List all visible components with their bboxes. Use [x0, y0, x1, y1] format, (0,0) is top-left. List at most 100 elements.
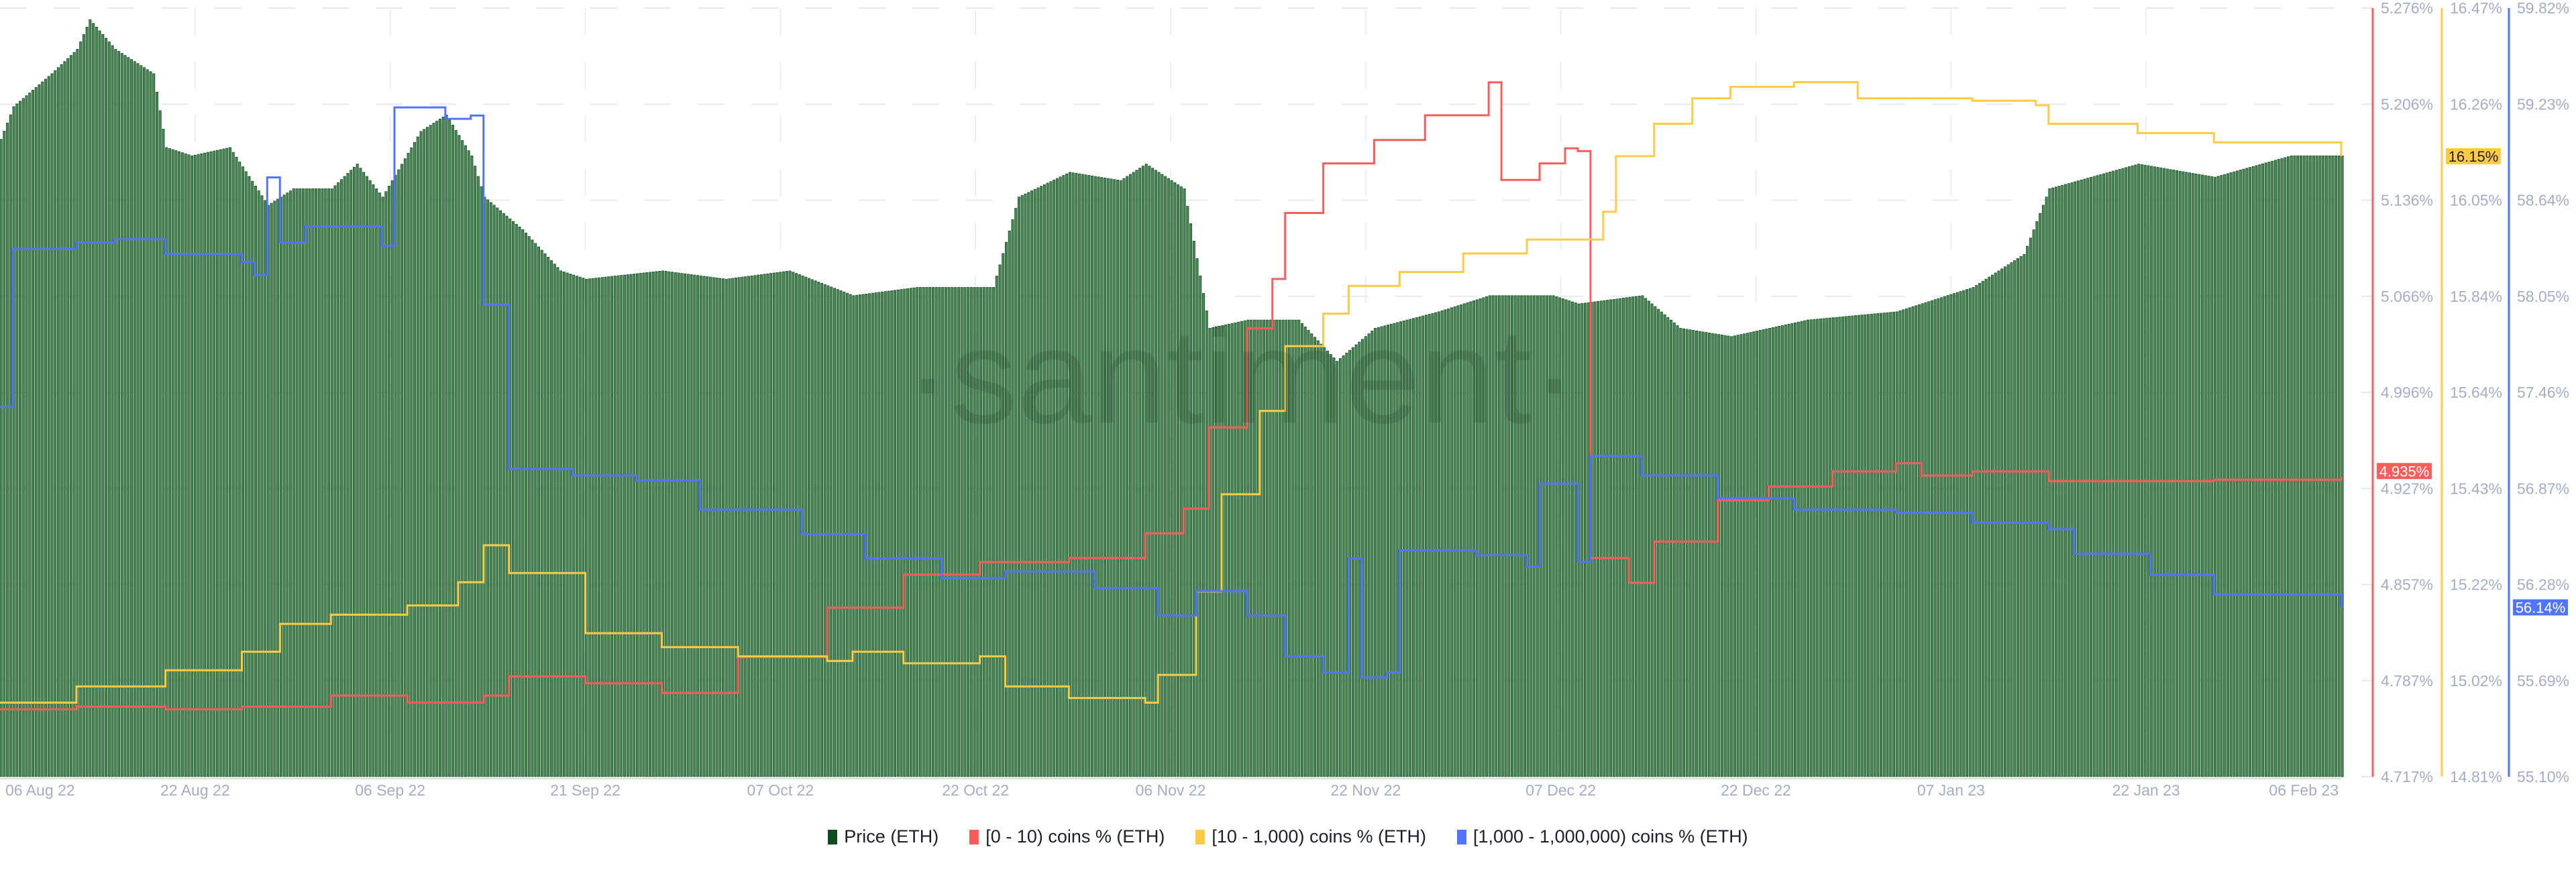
price-bar: [2271, 160, 2274, 777]
x-tick-label: 06 Aug 22: [5, 781, 75, 799]
price-bar: [1981, 280, 1984, 777]
price-bar: [6, 122, 9, 777]
price-bar: [674, 272, 677, 777]
price-bar: [702, 276, 706, 777]
price-bar: [1020, 195, 1024, 777]
price-bar: [1663, 314, 1666, 777]
legend-item-10-1000[interactable]: [10 - 1,000) coins % (ETH): [1195, 826, 1426, 847]
price-bar: [295, 188, 299, 777]
price-bar: [626, 274, 629, 777]
price-bar: [206, 152, 209, 777]
price-bar: [168, 148, 171, 777]
price-bar: [343, 176, 346, 777]
price-bar: [426, 127, 429, 777]
price-bar: [1898, 310, 1902, 777]
price-bar: [540, 250, 543, 777]
price-bar: [289, 190, 292, 777]
price-bar: [894, 290, 897, 777]
x-tick-label: 06 Sep 22: [355, 781, 425, 799]
price-bar: [1813, 319, 1816, 777]
price-bar: [50, 73, 54, 777]
price-bar: [639, 273, 642, 777]
price-bar: [2188, 172, 2191, 777]
price-bar: [1771, 327, 1774, 777]
price-bar: [578, 276, 582, 777]
price-bar: [79, 42, 83, 777]
price-bar: [324, 188, 327, 777]
price-bar: [82, 34, 85, 777]
price-bar: [1027, 192, 1030, 777]
price-bar: [684, 273, 687, 777]
legend-item-1000-1000000[interactable]: [1,000 - 1,000,000) coins % (ETH): [1456, 826, 1748, 847]
price-bar: [458, 135, 461, 777]
price-bar: [750, 275, 753, 777]
price-bar: [146, 69, 149, 777]
price-bar: [1873, 313, 1876, 777]
price-bar: [403, 158, 407, 777]
price-bar: [1603, 300, 1606, 777]
price-bar: [464, 145, 467, 777]
price-bar: [41, 81, 44, 777]
price-bar: [852, 295, 855, 777]
legend-swatch-1000-1000000: [1456, 829, 1466, 844]
price-bar: [394, 174, 397, 777]
price-bar: [718, 278, 722, 777]
price-bar: [2169, 169, 2172, 777]
price-bar: [2331, 155, 2334, 777]
legend-item-0-10[interactable]: [0 - 10) coins % (ETH): [969, 826, 1165, 847]
x-tick-label: 22 Nov 22: [1330, 781, 1401, 799]
price-bar: [537, 246, 540, 777]
price-bar: [1033, 188, 1036, 777]
price-bar: [1743, 333, 1746, 777]
price-bar: [1794, 322, 1797, 777]
price-bar: [2290, 155, 2293, 777]
price-bar: [2156, 167, 2159, 777]
price-bar: [861, 294, 865, 777]
price-bar: [1119, 180, 1122, 777]
price-bar: [588, 278, 591, 777]
price-bar: [499, 210, 502, 777]
price-bar: [553, 264, 556, 777]
price-bar: [1164, 176, 1167, 777]
price-bar: [2006, 264, 2010, 777]
price-bar: [1631, 296, 1635, 777]
price-bar: [763, 274, 766, 777]
price-bar: [2127, 166, 2131, 777]
price-bar: [435, 121, 439, 777]
price-bar: [333, 185, 337, 777]
legend-item-price[interactable]: Price (ETH): [828, 826, 938, 847]
price-bar: [1615, 298, 1619, 777]
price-bar: [1161, 174, 1164, 777]
price-bar: [1940, 297, 1943, 777]
legend-label: [0 - 10) coins % (ETH): [985, 826, 1165, 847]
price-bar: [85, 26, 89, 777]
price-bar: [372, 184, 375, 777]
price-bar: [197, 154, 200, 777]
price-bar: [1647, 301, 1650, 777]
y-tick-label: 15.84%: [2450, 288, 2502, 305]
price-bar: [629, 274, 633, 777]
price-bar: [515, 223, 518, 777]
price-bar: [1819, 318, 1822, 777]
price-bar: [136, 63, 140, 777]
y-tick-label: 4.857%: [2381, 576, 2433, 594]
price-bar: [2318, 155, 2322, 777]
price-bar: [744, 276, 747, 777]
price-bar: [820, 282, 823, 777]
price-bar: [591, 278, 594, 777]
price-bar: [1078, 173, 1081, 777]
series-lines: [0, 80, 2343, 711]
price-bar: [1968, 288, 1972, 777]
price-bar: [330, 188, 333, 777]
price-bar: [209, 151, 213, 777]
x-tick-label: 22 Jan 23: [2112, 781, 2180, 799]
legend-label: [1,000 - 1,000,000) coins % (ETH): [1472, 826, 1748, 847]
price-bar: [1800, 321, 1803, 777]
price-bar: [1787, 323, 1790, 777]
price-bar: [337, 182, 340, 777]
price-bar: [1707, 332, 1711, 777]
price-bar: [302, 188, 305, 777]
price-bar: [496, 207, 499, 777]
price-bar: [1924, 302, 1927, 777]
